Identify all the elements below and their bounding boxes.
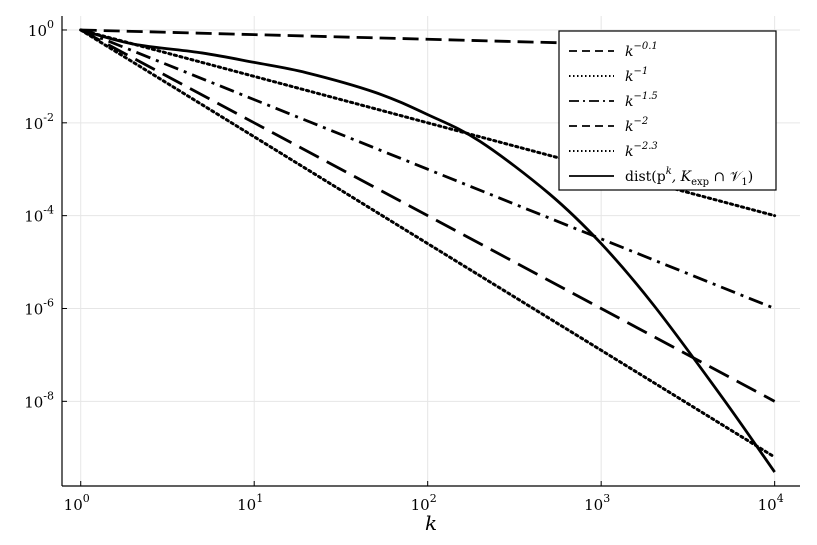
x-tick-labels: 100 101 102 103 104 (64, 492, 784, 514)
y-tick-label: 10-8 (24, 389, 54, 411)
y-tick-label: 10-6 (24, 296, 54, 318)
series-lines (79, 28, 777, 473)
legend-label: k−0.1 (625, 41, 658, 60)
legend-label: k−2.3 (625, 141, 658, 160)
y-tick-labels: 100 10-2 10-4 10-6 10-8 (24, 18, 54, 411)
x-tick-label: 101 (237, 492, 263, 514)
series-line-4 (80, 28, 776, 403)
legend-box (558, 30, 777, 191)
x-tick-label: 104 (758, 492, 784, 514)
x-tick-label: 100 (64, 492, 90, 514)
x-tick-label: 102 (411, 492, 437, 514)
x-tick-label: 103 (584, 492, 610, 514)
series-line-6 (80, 28, 776, 473)
legend-label: k−1.5 (625, 91, 658, 110)
axes (61, 16, 800, 487)
series-line-3 (80, 28, 776, 310)
grid-lines (62, 16, 800, 486)
y-tick-label: 10-4 (24, 204, 54, 226)
y-tick-label: 10-2 (24, 111, 54, 133)
legend-label: dist(pk, Kexp ∩ 𝒱1) (625, 166, 753, 188)
y-tick-label: 100 (28, 18, 54, 40)
legend-label: k−1 (625, 66, 648, 85)
series-line-5 (79, 28, 777, 459)
legend: k−0.1 k−1 k−1.5 k−2 k−2.3 dist(pk, Kexp ∩ 𝒱1) (558, 30, 777, 191)
legend-label: k−2 (625, 116, 648, 135)
x-axis-label: k (425, 511, 437, 535)
